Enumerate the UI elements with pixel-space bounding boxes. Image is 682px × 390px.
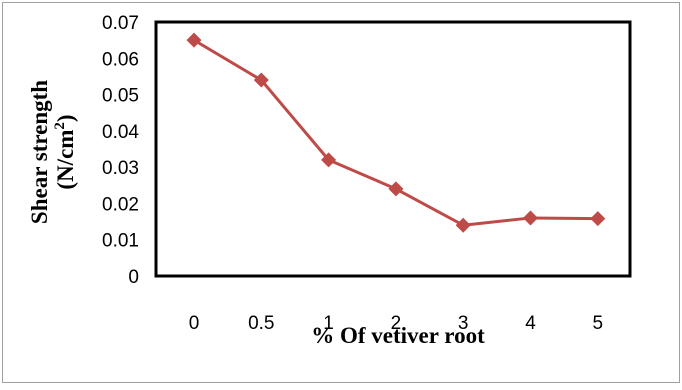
plot-area-frame bbox=[154, 20, 632, 278]
data-point-marker bbox=[523, 210, 538, 226]
x-tick-label: 1 bbox=[323, 313, 334, 334]
data-point-marker bbox=[321, 152, 337, 168]
data-point-marker bbox=[388, 181, 404, 197]
x-axis-tick-labels: 0 0.5 1 2 3 4 5 bbox=[189, 313, 603, 334]
x-tick-label: 5 bbox=[593, 313, 604, 334]
data-point-marker bbox=[253, 72, 269, 88]
y-axis-tick-labels: 0 0.01 0.02 0.03 0.04 0.05 0.06 0.07 bbox=[102, 13, 139, 288]
data-point-marker bbox=[186, 32, 202, 48]
y-tick-label: 0 bbox=[128, 267, 139, 288]
y-axis-title-unit: (N/cm bbox=[53, 130, 78, 190]
x-tick-label: 3 bbox=[458, 313, 469, 334]
y-tick-label: 0.05 bbox=[102, 86, 139, 107]
data-point-marker bbox=[590, 211, 606, 227]
y-tick-label: 0.04 bbox=[102, 122, 139, 143]
y-axis-title-superscript: 2 bbox=[52, 122, 68, 130]
y-axis-title-line1: Shear strength bbox=[27, 80, 52, 224]
x-tick-label: 2 bbox=[391, 313, 402, 334]
x-tick-label: 4 bbox=[525, 313, 536, 334]
chart-border bbox=[2, 2, 680, 383]
y-tick-label: 0.01 bbox=[102, 231, 139, 252]
y-tick-label: 0.02 bbox=[102, 194, 139, 215]
x-tick-label: 0 bbox=[189, 313, 200, 334]
y-tick-label: 0.07 bbox=[102, 13, 139, 34]
x-tick-label: 0.5 bbox=[248, 313, 274, 334]
series-markers bbox=[186, 32, 606, 233]
y-tick-label: 0.03 bbox=[102, 158, 139, 179]
y-tick-label: 0.06 bbox=[102, 49, 139, 70]
x-axis-title: % Of vetiver root bbox=[311, 323, 485, 348]
y-axis-title-close: ) bbox=[53, 114, 78, 122]
data-point-marker bbox=[455, 217, 471, 233]
y-axis-title: Shear strength (N/cm2) bbox=[27, 80, 78, 224]
y-axis-title-line2: (N/cm2) bbox=[52, 114, 78, 189]
